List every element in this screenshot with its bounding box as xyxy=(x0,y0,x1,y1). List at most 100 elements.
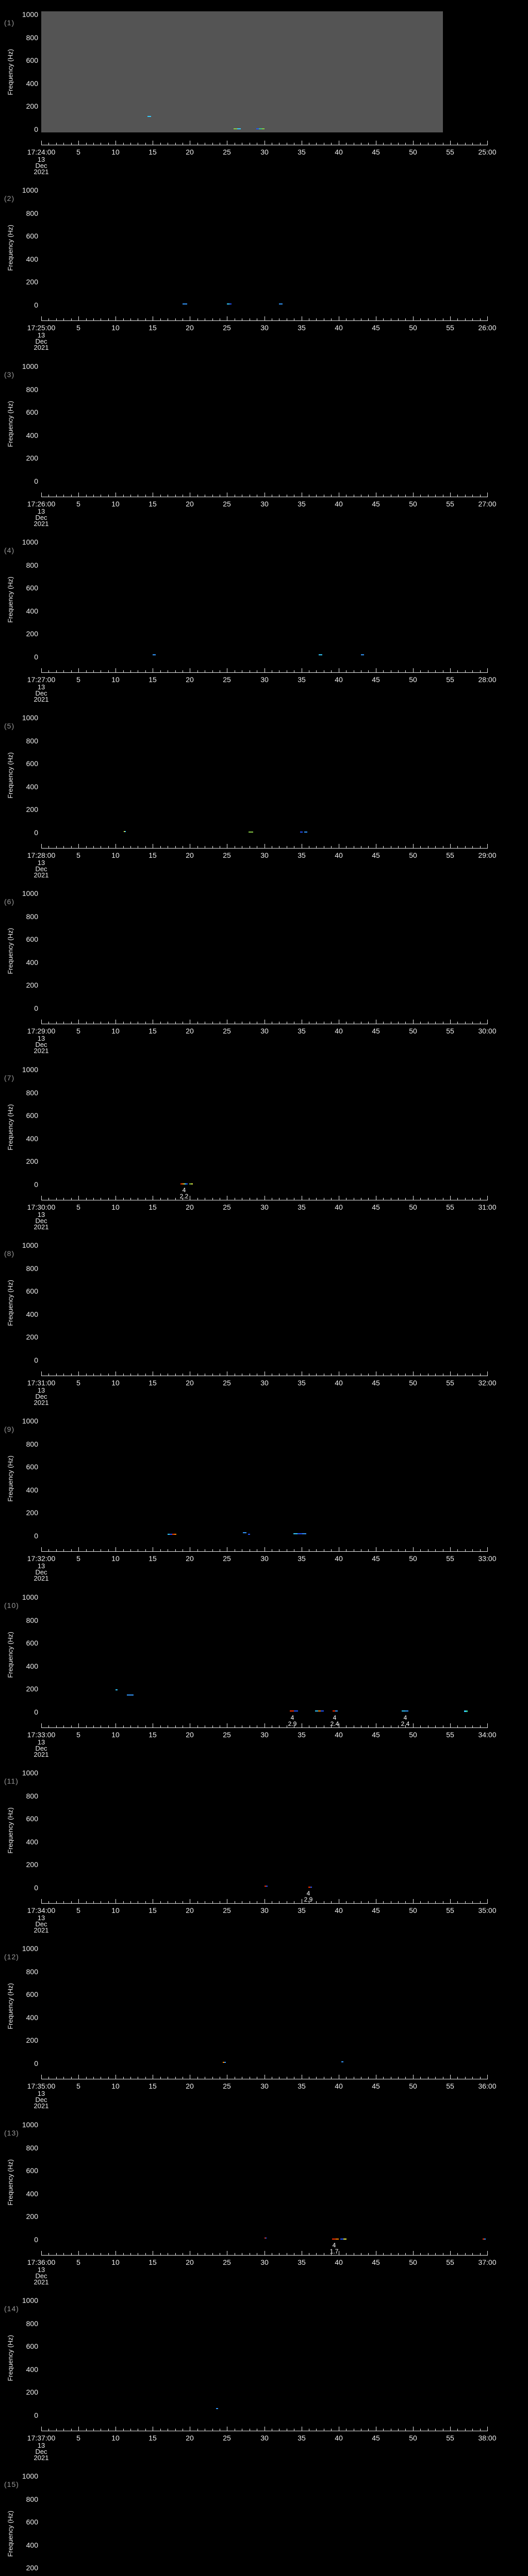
x-tick-label: 15 xyxy=(148,2434,157,2442)
detection-score-label: 2.4 xyxy=(401,1720,410,1727)
plot-area xyxy=(41,2122,487,2243)
x-axis-tick xyxy=(457,2077,458,2079)
detection-segment xyxy=(298,1533,302,1534)
x-axis-tick xyxy=(420,495,421,497)
x-axis-tick xyxy=(78,493,79,497)
detection-segment xyxy=(464,1710,466,1712)
y-tick-label: 800 xyxy=(26,1440,38,1448)
x-axis-tick xyxy=(413,1196,414,1200)
x-tick-label: 10 xyxy=(111,851,120,859)
plot-area xyxy=(41,1066,487,1188)
x-axis-tick xyxy=(383,2077,384,2079)
date-line: 2021 xyxy=(34,1751,49,1758)
detection-streak xyxy=(464,1710,468,1712)
detection-segment xyxy=(147,116,151,117)
x-axis-tick xyxy=(331,1198,332,1200)
y-tick-label: 600 xyxy=(26,1463,38,1471)
x-axis-tick xyxy=(41,2427,42,2431)
x-axis-tick xyxy=(197,1198,198,1200)
x-tick-label: 15 xyxy=(148,1027,157,1035)
detection-streak xyxy=(265,2238,267,2239)
x-axis-tick xyxy=(56,1549,57,1551)
x-axis-tick xyxy=(398,670,399,672)
x-axis-tick xyxy=(480,670,481,672)
x-axis-tick xyxy=(160,1374,161,1376)
x-axis-tick xyxy=(316,1901,317,1903)
plot-area xyxy=(41,1945,487,2066)
date-line: 2021 xyxy=(34,1926,49,1934)
x-tick-label: 25 xyxy=(223,2082,231,2090)
x-axis-tick xyxy=(383,495,384,497)
x-axis-tick xyxy=(212,495,213,497)
y-tick-label: 200 xyxy=(26,102,38,110)
y-tick-label: 200 xyxy=(26,1509,38,1517)
x-axis-tick xyxy=(175,495,176,497)
x-axis-tick xyxy=(420,2253,421,2255)
x-axis-tick xyxy=(450,141,451,145)
y-axis-title: Frequency (Hz) xyxy=(6,576,14,623)
x-axis-tick xyxy=(420,1198,421,1200)
x-axis-tick xyxy=(480,1374,481,1376)
x-axis-tick xyxy=(480,2253,481,2255)
x-axis-tick xyxy=(48,1725,49,1727)
x-axis-tick xyxy=(56,1901,57,1903)
x-axis-tick xyxy=(413,493,414,497)
x-axis-tick xyxy=(123,318,124,320)
x-axis-tick xyxy=(123,143,124,145)
detection-segment xyxy=(294,1710,298,1711)
end-time-label: 32:00 xyxy=(478,1379,497,1387)
y-tick-label: 800 xyxy=(26,2495,38,2503)
y-tick-label: 400 xyxy=(26,958,38,967)
x-axis-tick xyxy=(41,1371,42,1376)
x-axis-tick xyxy=(413,1899,414,1903)
x-tick-label: 35 xyxy=(298,1379,306,1387)
x-axis-tick xyxy=(472,1901,473,1903)
plot-area xyxy=(41,1418,487,1539)
x-axis-tick xyxy=(160,1901,161,1903)
x-axis-tick xyxy=(331,846,332,848)
detection-streak xyxy=(153,654,156,655)
date-line: 2021 xyxy=(34,2278,49,2286)
x-axis-tick xyxy=(435,1374,436,1376)
x-axis-tick xyxy=(41,2251,42,2255)
detection-streak xyxy=(332,2239,339,2240)
x-axis-tick xyxy=(86,1022,87,1024)
detection-segment xyxy=(484,2239,486,2240)
x-axis-tick xyxy=(405,2429,406,2431)
x-axis-tick xyxy=(480,143,481,145)
x-axis-tick xyxy=(48,1198,49,1200)
y-tick-label: 800 xyxy=(26,737,38,745)
x-axis-tick xyxy=(398,318,399,320)
x-tick-label: 25 xyxy=(223,2258,231,2266)
end-time-label: 36:00 xyxy=(478,2082,497,2090)
detection-call-type-label: 4 xyxy=(306,1890,310,1897)
end-time-label: 28:00 xyxy=(478,675,497,684)
y-tick-label: 400 xyxy=(26,255,38,263)
x-axis-tick xyxy=(405,1549,406,1551)
y-tick-label: 200 xyxy=(26,1157,38,1165)
x-tick-label: 20 xyxy=(186,500,194,508)
detection-call-type-label: 4 xyxy=(332,2242,336,2249)
detection-streak xyxy=(248,1534,250,1535)
y-tick-label: 0 xyxy=(34,1532,38,1540)
x-tick-label: 55 xyxy=(446,1906,454,1914)
x-axis-tick xyxy=(383,2429,384,2431)
x-tick-label: 45 xyxy=(372,2434,380,2442)
x-axis-tick xyxy=(86,1374,87,1376)
x-tick-label: 15 xyxy=(148,1906,157,1914)
detection-segment xyxy=(182,1183,184,1184)
x-tick-label: 40 xyxy=(335,148,343,156)
x-axis-tick xyxy=(472,2253,473,2255)
x-tick-label: 25 xyxy=(223,1379,231,1387)
panel-index-label: (14) xyxy=(4,2304,19,2313)
x-axis-tick xyxy=(123,1198,124,1200)
detection-segment xyxy=(249,832,253,833)
x-axis-tick xyxy=(123,1374,124,1376)
x-axis-tick xyxy=(93,495,94,497)
x-axis-tick xyxy=(56,2077,57,2079)
detection-segment xyxy=(466,1710,468,1712)
end-time-label: 37:00 xyxy=(478,2258,497,2266)
y-tick-label: 200 xyxy=(26,2388,38,2396)
x-tick-label: 50 xyxy=(409,1906,417,1914)
x-axis-tick xyxy=(123,1901,124,1903)
